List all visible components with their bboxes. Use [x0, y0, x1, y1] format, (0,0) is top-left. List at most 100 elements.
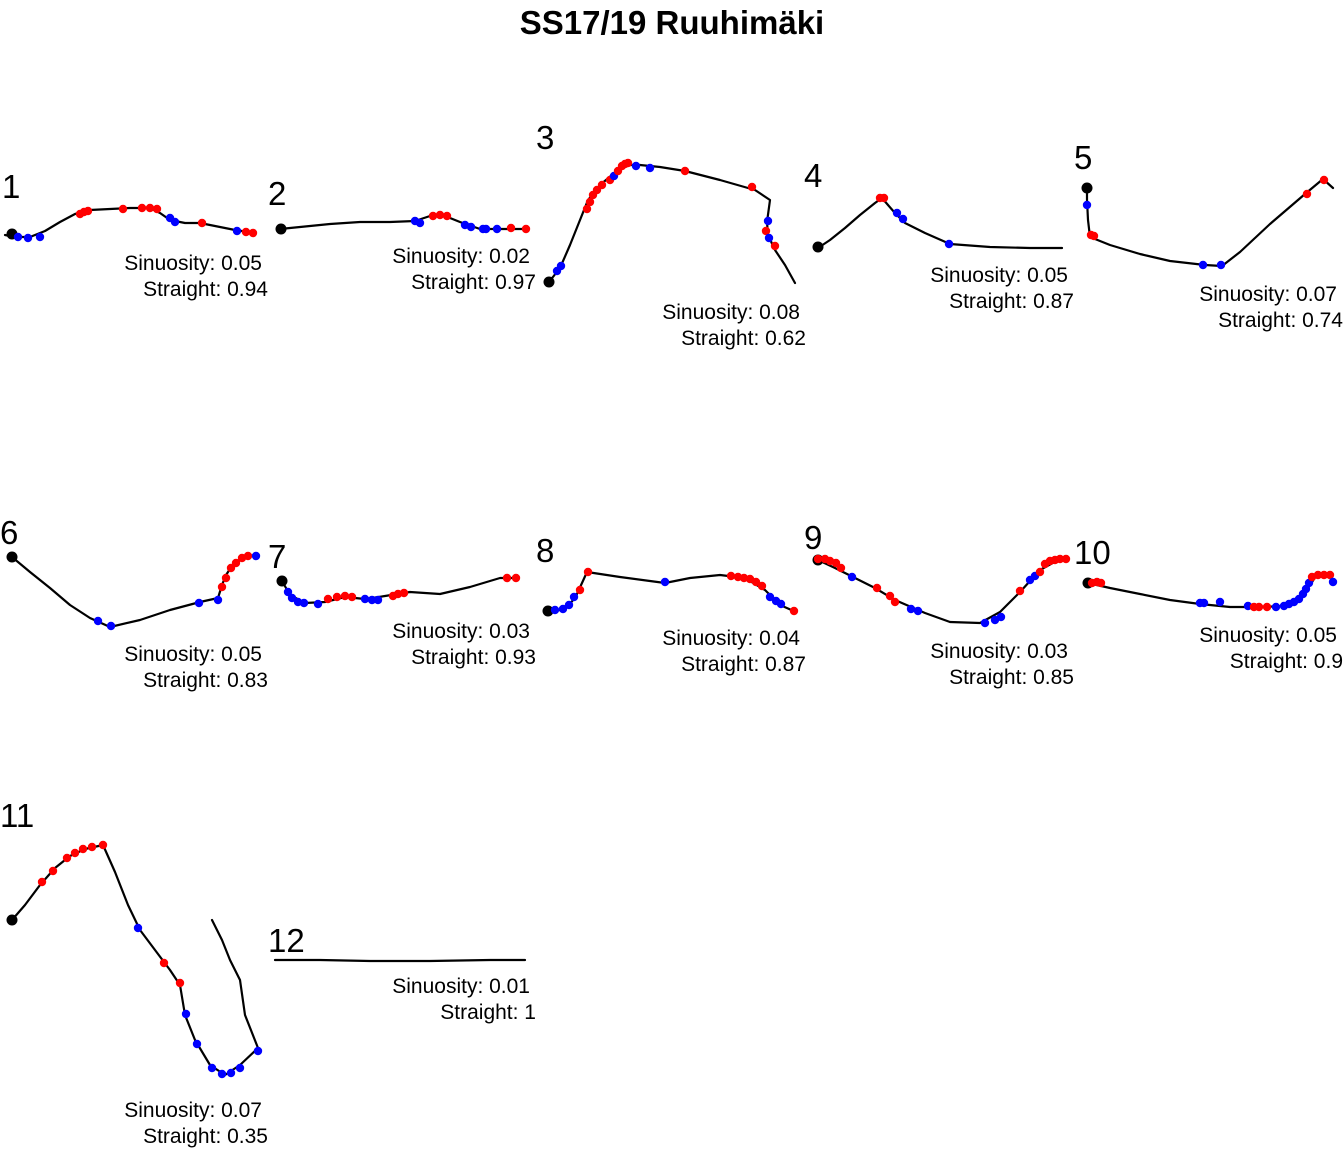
straight-label: Straight: 0.9: [1230, 650, 1343, 673]
blue-point: [569, 592, 579, 602]
straight-label: Straight: 0.93: [411, 646, 536, 669]
red-point: [87, 842, 97, 852]
red-point: [62, 853, 72, 863]
blue-point: [93, 616, 103, 626]
panel-3: 3 Sinuosity: 0.08 Straight: 0.62: [536, 119, 806, 350]
track-line: [10, 843, 260, 1077]
blue-point: [892, 208, 902, 218]
blue-point: [466, 222, 476, 232]
red-point: [152, 204, 162, 214]
track-line: [816, 196, 1064, 250]
red-point: [221, 573, 231, 583]
red-point: [885, 591, 895, 601]
red-point: [521, 224, 531, 234]
track-line: [273, 958, 527, 963]
red-point: [1319, 175, 1329, 185]
blue-point: [1328, 577, 1338, 587]
red-point: [836, 563, 846, 573]
panel-number: 8: [536, 532, 554, 569]
red-point: [145, 203, 155, 213]
sinuosity-label: Sinuosity: 0.01: [392, 975, 530, 998]
red-point: [98, 840, 108, 850]
sinuosity-label: Sinuosity: 0.05: [930, 264, 1068, 287]
panel-8: 8 Sinuosity: 0.04 Straight: 0.87: [536, 532, 806, 676]
blue-point: [558, 604, 568, 614]
red-point: [770, 241, 780, 251]
red-point: [583, 567, 593, 577]
red-point: [347, 592, 357, 602]
sinuosity-label: Sinuosity: 0.07: [124, 1099, 262, 1122]
start-point: [276, 575, 288, 587]
blue-point: [13, 232, 23, 242]
blue-point: [944, 239, 954, 249]
red-point: [1035, 567, 1045, 577]
sinuosity-label: Sinuosity: 0.05: [124, 252, 262, 275]
red-point: [890, 597, 900, 607]
red-point: [241, 227, 251, 237]
straight-label: Straight: 0.97: [411, 271, 536, 294]
red-point: [1254, 602, 1264, 612]
blue-point: [898, 214, 908, 224]
blue-point: [181, 1009, 191, 1019]
red-point: [623, 158, 633, 168]
panel-number: 7: [268, 538, 286, 575]
straight-label: Straight: 1: [440, 1001, 536, 1024]
panel-9: 9 Sinuosity: 0.03 Straight: 0.85: [804, 519, 1074, 689]
red-point: [428, 211, 438, 221]
panel-number: 11: [0, 797, 34, 834]
blue-point: [251, 551, 261, 561]
panel-2: 2 Sinuosity: 0.02 Straight: 0.97: [268, 175, 536, 294]
straight-label: Straight: 0.87: [681, 653, 806, 676]
red-point: [48, 866, 58, 876]
track-line: [1085, 177, 1335, 268]
sinuosity-label: Sinuosity: 0.05: [124, 643, 262, 666]
panel-number: 1: [2, 168, 20, 205]
panel-number: 5: [1074, 139, 1092, 176]
blue-point: [776, 599, 786, 609]
blue-point: [207, 1063, 217, 1073]
track-line: [816, 557, 1070, 625]
blue-point: [415, 218, 425, 228]
red-point: [726, 571, 736, 581]
red-point: [872, 583, 882, 593]
red-point: [442, 211, 452, 221]
chart-title: SS17/19 Ruuhimäki: [519, 4, 825, 41]
red-point: [1319, 570, 1329, 580]
red-point: [118, 204, 128, 214]
red-point: [585, 197, 595, 207]
sinuosity-label: Sinuosity: 0.05: [1199, 624, 1337, 647]
red-point: [399, 588, 409, 598]
blue-point: [847, 572, 857, 582]
red-point: [1055, 554, 1065, 564]
red-point: [1262, 602, 1272, 612]
blue-point: [287, 593, 297, 603]
red-point: [231, 558, 241, 568]
blue-point: [232, 226, 242, 236]
blue-point: [906, 604, 916, 614]
red-point: [597, 180, 607, 190]
red-point: [323, 594, 333, 604]
red-point: [506, 223, 516, 233]
blue-point: [1198, 260, 1208, 270]
panel-6: 6 Sinuosity: 0.05 Straight: 0.83: [0, 514, 268, 692]
track-line: [546, 570, 798, 614]
red-point: [1015, 586, 1025, 596]
blue-point: [217, 1069, 227, 1079]
blue-point: [35, 232, 45, 242]
sinuosity-label: Sinuosity: 0.03: [392, 620, 530, 643]
red-point: [789, 606, 799, 616]
blue-point: [556, 261, 566, 271]
straight-label: Straight: 0.94: [143, 278, 268, 301]
red-point: [159, 958, 169, 968]
red-point: [1096, 578, 1106, 588]
panel-number: 2: [268, 175, 286, 212]
red-point: [243, 551, 253, 561]
panel-12: 12 Sinuosity: 0.01 Straight: 1: [268, 922, 536, 1024]
blue-point: [765, 592, 775, 602]
blue-point: [360, 594, 370, 604]
start-point: [275, 223, 287, 235]
sinuosity-label: Sinuosity: 0.04: [662, 627, 800, 650]
blue-point: [133, 923, 143, 933]
blue-point: [367, 595, 377, 605]
red-point: [761, 226, 771, 236]
